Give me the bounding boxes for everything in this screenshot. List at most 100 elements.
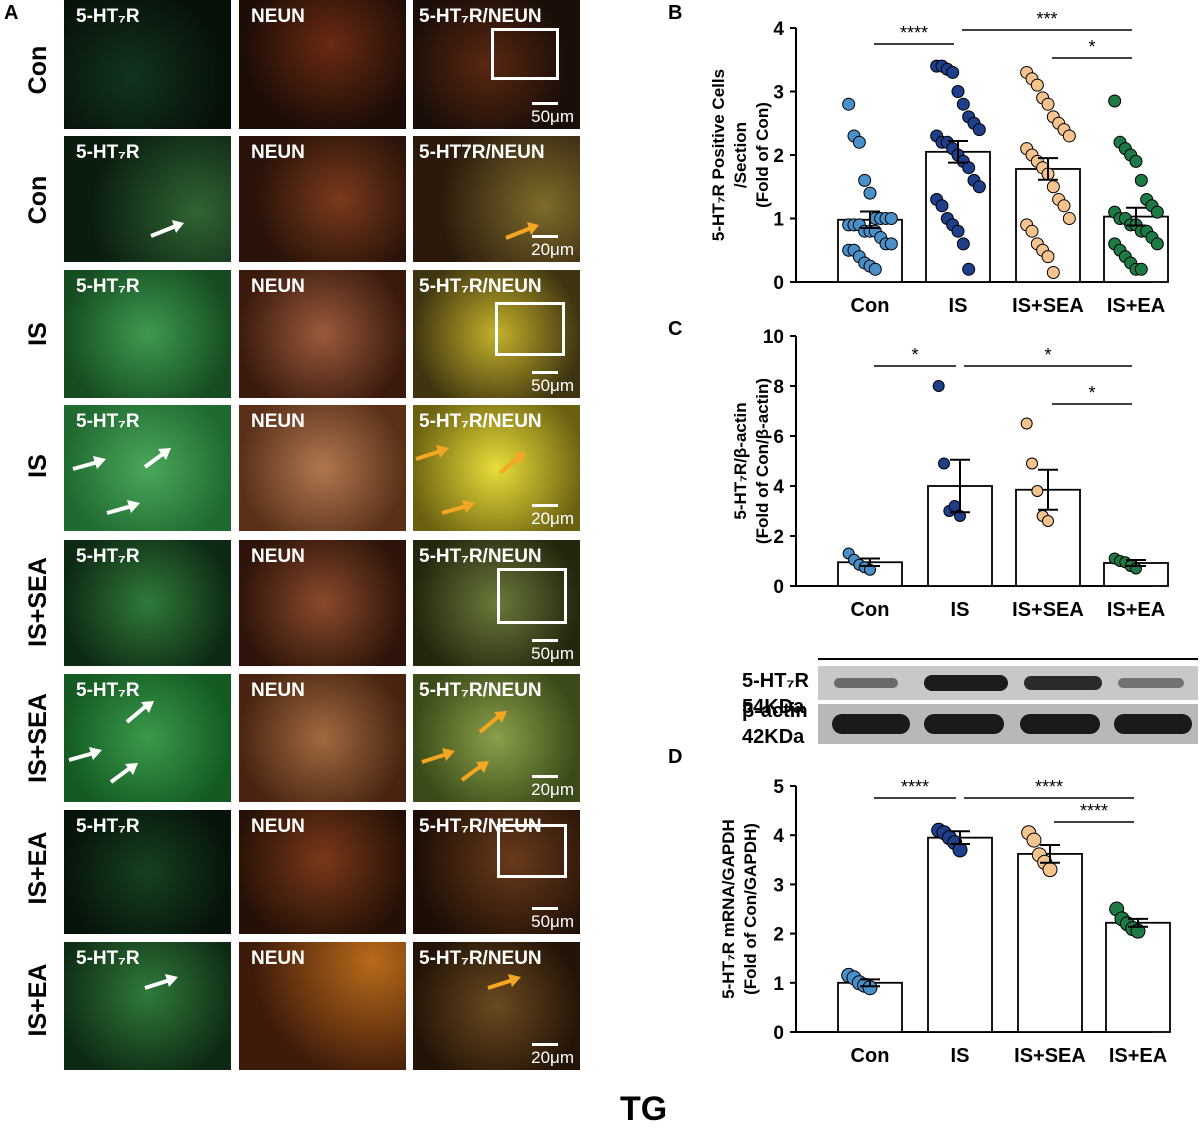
tile-label-red: NEUN: [251, 948, 305, 969]
x-tick-label: IS+SEA: [1014, 1045, 1086, 1067]
row-label-is: IS: [24, 322, 52, 346]
blot-band: [1020, 714, 1100, 734]
micrograph-sea-red-zoom: NEUN: [239, 674, 406, 802]
data-point: [1129, 154, 1143, 168]
scale-bar: [532, 639, 558, 642]
tile-label-red: NEUN: [251, 142, 305, 163]
y-axis-label: (Fold of Con/β-actin): [753, 378, 772, 544]
tile-label-red: NEUN: [251, 276, 305, 297]
tile-label-red: NEUN: [251, 6, 305, 27]
micrograph-sea-green-zoom: 5-HT₇R: [64, 674, 231, 802]
tile-label-merge: 5-HT₇R/NEUN: [419, 948, 542, 969]
data-point: [1031, 485, 1044, 497]
blot-band: [924, 675, 1008, 691]
x-tick-label: IS+EA: [1107, 599, 1165, 621]
y-tick-label: 4: [773, 19, 784, 40]
blot-strip-actin: [818, 704, 1198, 744]
row-label-is-ea-zoom: IS+EA: [24, 963, 52, 1037]
tile-label-green: 5-HT₇R: [76, 6, 140, 27]
data-point: [1150, 237, 1164, 251]
scale-bar: [532, 775, 558, 778]
data-point: [884, 237, 898, 251]
data-point: [863, 186, 877, 200]
tile-label-red: NEUN: [251, 816, 305, 837]
data-point: [962, 262, 976, 276]
yellow-arrow-icon: [498, 452, 526, 475]
panel-letter-d: D: [668, 746, 683, 768]
data-point: [948, 500, 961, 512]
y-tick-label: 10: [763, 327, 784, 348]
y-tick-label: 4: [773, 826, 784, 847]
significance-label: ****: [1080, 801, 1108, 821]
data-point: [1026, 832, 1042, 848]
tile-label-green: 5-HT₇R: [76, 546, 140, 567]
data-point: [972, 180, 986, 194]
tile-label-merge: 5-HT₇R/NEUN: [419, 6, 542, 27]
row-label-is-zoom: IS: [24, 454, 52, 478]
y-axis-label: 5-HT₇R mRNA/GAPDH: [719, 819, 738, 999]
chart-b: 0 1 2 3 4 5-HT₇R Positive Cells/Section (Fold …: [709, 9, 1169, 317]
footer-label: TG: [620, 1090, 668, 1128]
micrograph-ea-red-zoom: NEUN: [239, 942, 406, 1070]
roi-box: [495, 302, 565, 356]
x-tick-label: Con: [851, 295, 890, 317]
panel-letter-c: C: [668, 318, 683, 340]
bar: [927, 836, 993, 1033]
white-arrow-icon: [125, 701, 154, 724]
micrograph-is-red-zoom: NEUN: [239, 405, 406, 531]
significance-label: *: [911, 345, 918, 365]
scale-label: 20μm: [531, 1048, 574, 1067]
tile-label-merge: 5-HT₇R/NEUN: [419, 276, 542, 297]
tile-label-green: 5-HT₇R: [76, 948, 140, 969]
row-label-is-sea: IS+SEA: [24, 557, 52, 647]
blot-band: [834, 678, 898, 688]
y-tick-label: 0: [773, 273, 784, 294]
yellow-arrow-icon: [478, 711, 507, 734]
data-point: [1041, 250, 1055, 264]
micrograph-sea-merge-zoom: 5-HT₇R/NEUN 20μm: [413, 674, 580, 802]
y-tick-label: 1: [773, 210, 784, 231]
scale-label: 20μm: [531, 780, 574, 799]
y-tick-label: 3: [773, 83, 784, 104]
white-arrow-icon: [72, 456, 106, 471]
tile-label-red: NEUN: [251, 546, 305, 567]
yellow-arrow-icon: [441, 500, 475, 515]
bar: [927, 485, 993, 587]
white-arrow-icon: [106, 500, 140, 515]
data-point: [852, 135, 866, 149]
white-arrow-icon: [143, 448, 171, 469]
scale-bar: [532, 102, 558, 105]
data-point: [938, 457, 950, 470]
y-axis-label: 5-HT₇R Positive Cells: [709, 69, 728, 241]
x-tick-label: IS: [951, 599, 970, 621]
micrograph-con-merge: 5-HT₇R/NEUN 50μm: [413, 0, 580, 129]
scale-bar: [532, 371, 558, 374]
x-tick-label: IS+SEA: [1012, 295, 1084, 317]
roi-box: [491, 28, 559, 80]
x-tick-label: Con: [851, 1045, 890, 1067]
data-point: [1150, 205, 1164, 219]
yellow-arrow-icon: [415, 445, 449, 461]
micrograph-ea-merge-zoom: 5-HT₇R/NEUN 20μm: [413, 942, 580, 1070]
data-point: [932, 380, 945, 392]
white-arrow-icon: [68, 747, 102, 762]
y-tick-label: 5: [773, 777, 784, 798]
yellow-arrow-icon: [487, 974, 521, 990]
x-tick-label: IS+EA: [1109, 1045, 1167, 1067]
y-tick-label: 8: [773, 377, 784, 398]
significance-label: ***: [1036, 9, 1057, 29]
bar: [925, 150, 991, 283]
y-axis-label: (Fold of Con/GAPDH): [741, 823, 760, 995]
tile-label-green: 5-HT₇R: [76, 142, 140, 163]
data-point: [962, 161, 976, 175]
data-point: [956, 237, 970, 251]
y-tick-label: 4: [773, 477, 784, 498]
tile-label-merge-alt: 5-HT7R/NEUN: [419, 142, 545, 163]
tile-label-green: 5-HT₇R: [76, 276, 140, 297]
micrograph-con-green-zoom: 5-HT₇R: [64, 136, 231, 262]
data-point: [1062, 212, 1076, 225]
yellow-arrow-icon: [421, 748, 455, 764]
micrograph-ea-red: NEUN: [239, 810, 406, 934]
tile-label-merge: 5-HT₇R/NEUN: [419, 411, 542, 432]
micrograph-sea-red: NEUN: [239, 540, 406, 666]
